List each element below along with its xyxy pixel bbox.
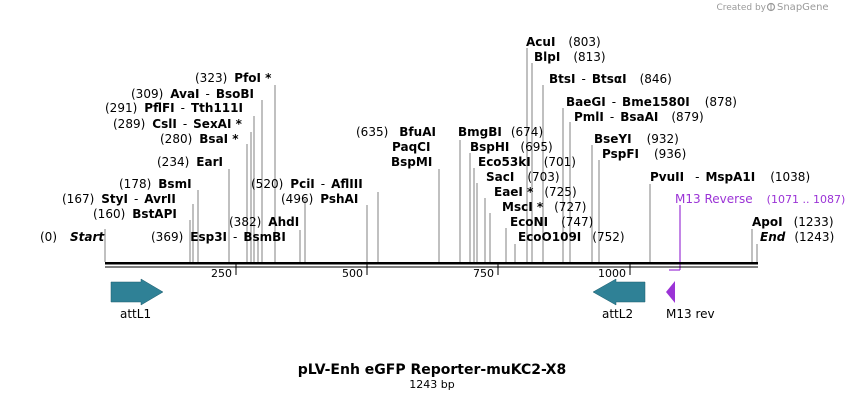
site-pmli[interactable]: PmlI - BsaAI (879) xyxy=(574,110,704,124)
site-ahdi[interactable]: (382) AhdI xyxy=(229,215,299,229)
map-title: pLV-Enh eGFP Reporter-muKC2-X8 xyxy=(298,362,566,378)
primer-label[interactable]: M13 Reverse (1071 .. 1087) xyxy=(675,192,845,206)
feature-attl2[interactable] xyxy=(592,278,646,306)
site-econi[interactable]: EcoNI (747) xyxy=(510,215,593,229)
tick-label-500: 500 xyxy=(342,267,363,280)
site-ecoo109i[interactable]: EcoO109I (752) xyxy=(518,230,625,244)
feature-attl1[interactable] xyxy=(110,278,164,306)
site-saci[interactable]: SacI (703) xyxy=(486,170,560,184)
snapgene-logo-icon xyxy=(766,2,776,12)
site-csli[interactable]: (289) CslI - SexAI * xyxy=(113,117,243,131)
site-blpi[interactable]: BlpI (813) xyxy=(534,50,606,64)
site-pshai[interactable]: (496) PshAI xyxy=(281,192,358,206)
backbone xyxy=(105,262,758,268)
scale-ticks xyxy=(235,264,631,275)
site-end[interactable]: End (1243) xyxy=(760,230,834,244)
site-pfoi[interactable]: (323) PfoI * xyxy=(195,71,272,85)
site-esp3i[interactable]: (369) Esp3I - BsmBI xyxy=(151,230,286,244)
site-bspmi[interactable]: BspMI xyxy=(391,155,432,169)
site-paqci[interactable]: PaqCI xyxy=(392,140,430,154)
site-msci[interactable]: MscI * (727) xyxy=(502,200,586,214)
primer-m13-reverse[interactable] xyxy=(669,205,681,271)
feature-label-attl1: attL1 xyxy=(120,307,151,321)
tick-label-250: 250 xyxy=(211,267,232,280)
watermark-prefix: Created by xyxy=(716,3,766,13)
site-bstapi[interactable]: (160) BstAPI xyxy=(93,207,177,221)
site-pvuii[interactable]: PvuII - MspA1I (1038) xyxy=(650,170,810,184)
site-pspfi[interactable]: PspFI (936) xyxy=(602,147,686,161)
site-baegi[interactable]: BaeGI - Bme1580I (878) xyxy=(566,95,737,109)
site-start[interactable]: (0) Start xyxy=(40,230,105,244)
site-leader-lines xyxy=(104,48,758,262)
site-eari[interactable]: (234) EarI xyxy=(157,155,223,169)
tick-label-1000: 1000 xyxy=(598,267,626,280)
site-bseyi[interactable]: BseYI (932) xyxy=(594,132,679,146)
site-apoi[interactable]: ApoI (1233) xyxy=(752,215,834,229)
site-btsi[interactable]: BtsI - BtsαI (846) xyxy=(549,72,672,86)
site-bmgbi[interactable]: BmgBI (674) xyxy=(458,125,543,139)
watermark-brand: SnapGene xyxy=(777,2,829,13)
site-bsai[interactable]: (280) BsaI * xyxy=(160,132,239,146)
site-avai[interactable]: (309) AvaI - BsoBI xyxy=(131,87,254,101)
site-bsmi[interactable]: (178) BsmI xyxy=(119,177,192,191)
site-acui[interactable]: AcuI (803) xyxy=(526,35,601,49)
map-length: 1243 bp xyxy=(409,378,454,391)
primer-arrow-m13-rev[interactable] xyxy=(666,281,675,303)
site-pflfi[interactable]: (291) PflFI - Tth111I xyxy=(105,101,243,115)
feature-label-attl2: attL2 xyxy=(602,307,633,321)
site-bsphi[interactable]: BspHI (695) xyxy=(470,140,553,154)
site-eco53ki[interactable]: Eco53kI (701) xyxy=(478,155,576,169)
site-labels: (0) Start (160) BstAPI (167) StyI - AvrII (17… xyxy=(40,35,834,244)
site-pcii[interactable]: (520) PciI - AflIII xyxy=(251,177,363,191)
tick-label-750: 750 xyxy=(473,267,494,280)
site-bfuai[interactable]: (635) BfuAI xyxy=(356,125,436,139)
primer-label-m13-rev: M13 rev xyxy=(666,307,715,321)
site-eaei[interactable]: EaeI * (725) xyxy=(494,185,577,199)
site-styi[interactable]: (167) StyI - AvrII xyxy=(62,192,176,206)
